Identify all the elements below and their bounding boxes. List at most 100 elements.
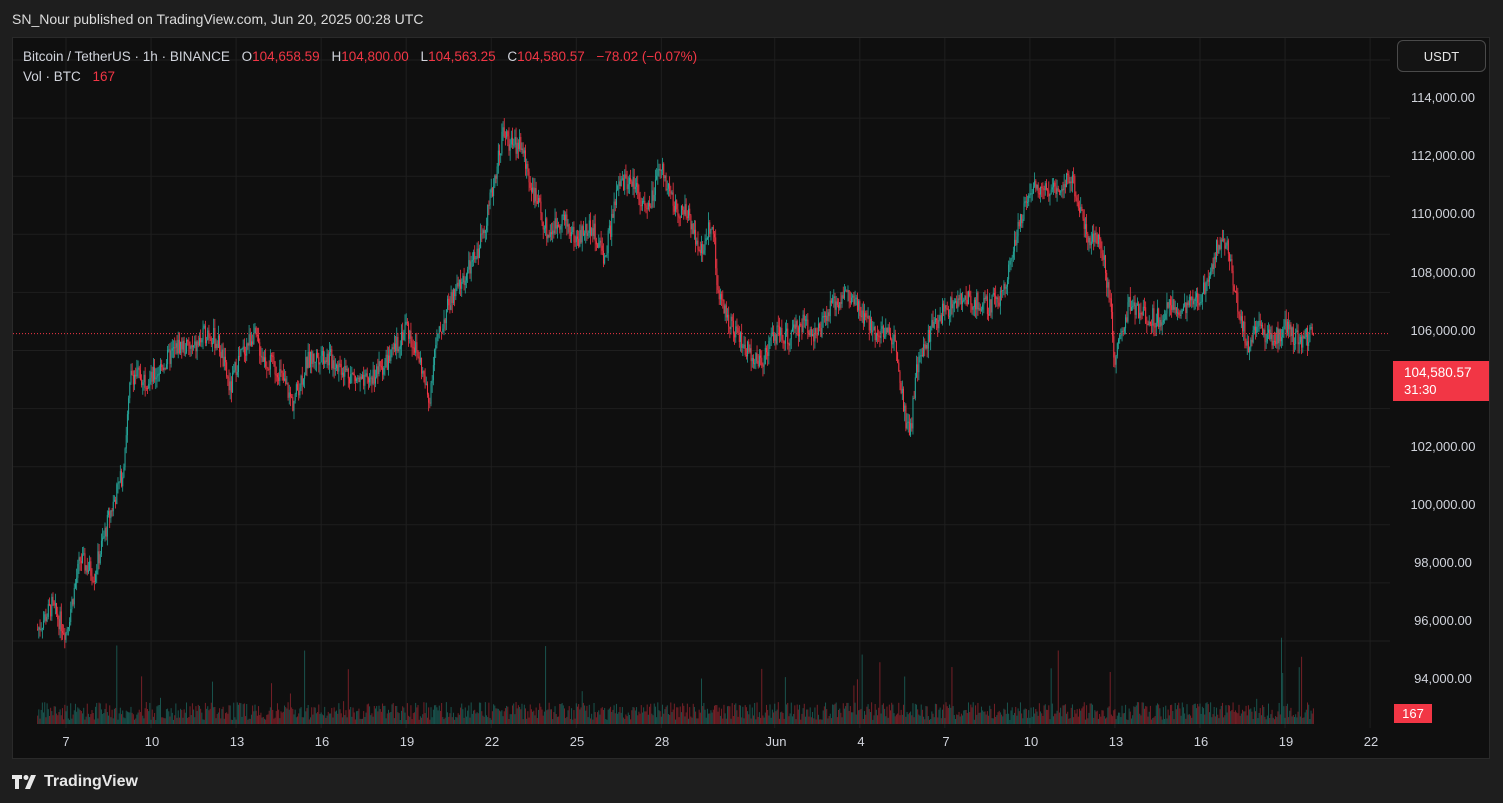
candle-body (428, 394, 430, 403)
candle-body (1041, 186, 1043, 189)
volume-bar (516, 708, 518, 724)
volume-bar (534, 715, 536, 724)
footer-brand[interactable]: TradingView (12, 771, 138, 793)
candle-body (100, 540, 102, 555)
volume-bar (254, 704, 256, 724)
volume-bar (763, 717, 765, 724)
candle-body (562, 214, 564, 216)
candle-body (917, 364, 919, 373)
volume-bar (170, 708, 172, 724)
volume-bar (608, 708, 610, 724)
candle-body (1298, 342, 1300, 345)
volume-bar (1064, 704, 1066, 724)
volume-bar (704, 709, 706, 724)
volume-bar (1097, 718, 1099, 724)
volume-bar (1169, 705, 1171, 724)
candle-body (1278, 329, 1280, 344)
candle-body (424, 375, 426, 385)
volume-row: Vol · BTC 167 (23, 67, 697, 87)
volume-bar (391, 704, 393, 724)
volume-bar (1088, 712, 1090, 724)
candle-body (704, 240, 706, 251)
volume-bar (204, 702, 206, 724)
symbol-name[interactable]: Bitcoin / TetherUS · 1h · BINANCE (23, 49, 230, 64)
candle-body (1171, 305, 1173, 310)
candle-body (1256, 326, 1258, 334)
candle-body (147, 387, 149, 389)
volume-bar (992, 718, 994, 724)
volume-bar (982, 710, 984, 724)
candle-body (175, 343, 177, 348)
volume-bar (43, 712, 45, 724)
time-axis-label: 16 (1193, 734, 1209, 749)
candle-body (534, 187, 536, 203)
volume-bar (90, 714, 92, 724)
time-axis-label: 13 (229, 734, 245, 749)
candle-body (184, 352, 186, 354)
volume-bar (874, 703, 876, 724)
volume-bar (822, 710, 824, 724)
volume-bar (89, 717, 91, 724)
volume-bar (601, 707, 603, 724)
candlestick-chart[interactable] (13, 38, 1491, 760)
candle-body (793, 324, 795, 328)
volume-bar (235, 719, 237, 724)
volume-bar (1127, 719, 1129, 724)
candle-body (1304, 337, 1306, 339)
candle-body (978, 308, 980, 310)
volume-bar (835, 702, 837, 724)
candle-body (541, 212, 543, 223)
candle-body (354, 375, 356, 381)
chart-pane[interactable]: Bitcoin / TetherUS · 1h · BINANCE O104,6… (12, 37, 1490, 759)
volume-bar (769, 704, 771, 724)
candle-body (734, 333, 736, 338)
volume-bar (660, 716, 662, 724)
candle-body (1128, 297, 1130, 303)
candle-body (972, 307, 974, 310)
candle-body (405, 321, 407, 325)
volume-bar (1197, 703, 1199, 724)
candle-body (490, 188, 492, 193)
volume-bar (403, 707, 405, 724)
candle-body (654, 179, 656, 195)
volume-bar (913, 717, 915, 724)
volume-bar (545, 646, 547, 724)
candle-body (1226, 240, 1228, 246)
candle-body (182, 340, 184, 350)
candle-body (150, 371, 152, 378)
candle-body (659, 168, 661, 171)
candle-body (71, 599, 73, 610)
volume-bar (1066, 713, 1068, 724)
candle-body (1135, 305, 1137, 315)
volume-bar (373, 706, 375, 724)
candle-body (671, 192, 673, 194)
candle-body (946, 308, 948, 310)
candle-body (834, 296, 836, 310)
candle-body (1149, 321, 1151, 325)
footer-brand-text: TradingView (44, 773, 138, 790)
volume-bar (126, 711, 128, 724)
volume-bar (946, 706, 948, 724)
candle-body (620, 179, 622, 187)
candle-body (493, 186, 495, 197)
candle-body (1247, 341, 1249, 353)
candle-body (931, 319, 933, 327)
currency-button[interactable]: USDT (1397, 40, 1486, 72)
volume-bar (890, 710, 892, 724)
candle-body (821, 317, 823, 337)
candle-body (535, 187, 537, 201)
candle-body (39, 627, 41, 630)
candle-body (1232, 270, 1234, 286)
volume-bar (184, 712, 186, 724)
volume-bar (51, 711, 53, 724)
volume-bar (886, 706, 888, 724)
volume-bar (979, 712, 981, 724)
candle-body (1017, 221, 1019, 237)
volume-bar (626, 716, 628, 724)
candle-body (1146, 323, 1148, 325)
candle-body (487, 204, 489, 226)
volume-bar (1190, 715, 1192, 724)
volume-bar (881, 704, 883, 724)
volume-bar (594, 712, 596, 724)
volume-label[interactable]: Vol · BTC (23, 69, 81, 84)
